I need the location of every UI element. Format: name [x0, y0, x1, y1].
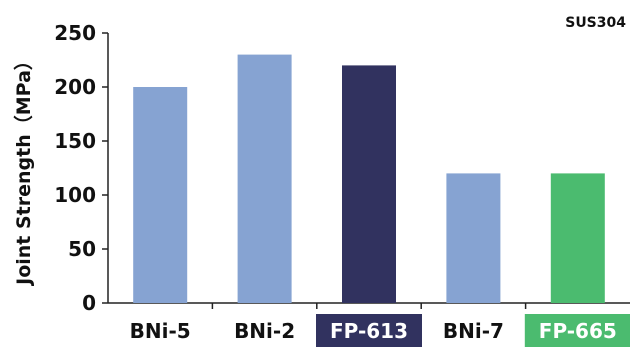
- bar-bni-5: [133, 87, 188, 303]
- bar-bni-2: [237, 54, 292, 303]
- bars: [133, 54, 605, 304]
- y-ticks: 0 50 100 150 200 250: [54, 21, 108, 315]
- y-axis-label: Joint Strength（MPa）: [12, 51, 35, 287]
- x-ticks: [211, 303, 527, 309]
- category-label-highlight: [524, 314, 630, 347]
- category-label: FP-665: [539, 319, 617, 343]
- bar-fp-613: [342, 65, 396, 304]
- y-tick-label: 250: [54, 21, 96, 45]
- category-label: BNi-7: [443, 319, 504, 343]
- category-label: FP-613: [330, 319, 408, 343]
- category-label: BNi-2: [234, 319, 295, 343]
- category-labels: BNi-5 BNi-2 FP-613 BNi-7 FP-665: [130, 314, 630, 347]
- category-label: BNi-5: [130, 319, 191, 343]
- y-tick-label: 50: [68, 237, 96, 261]
- category-label-highlight: [316, 314, 422, 347]
- bar-bni-7: [446, 173, 501, 303]
- y-tick-label: 0: [82, 291, 96, 315]
- bar-fp-665: [550, 173, 605, 303]
- y-tick-label: 150: [54, 129, 96, 153]
- y-tick-label: 100: [54, 183, 96, 207]
- y-tick-label: 200: [54, 75, 96, 99]
- material-annotation: SUS304: [565, 15, 626, 31]
